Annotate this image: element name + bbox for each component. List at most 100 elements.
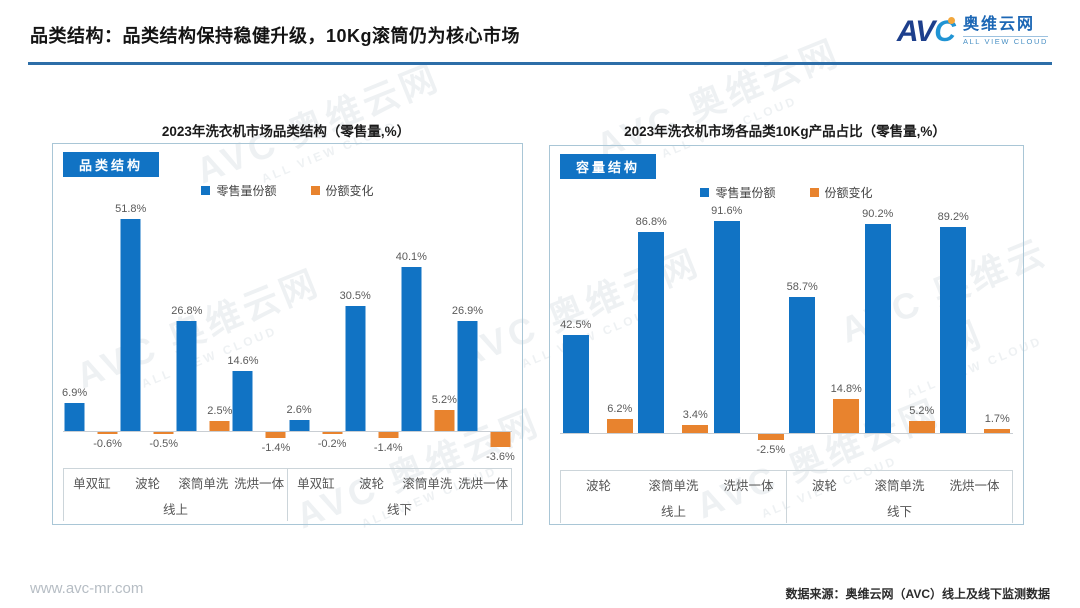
legend: 零售量份额 份额变化 bbox=[53, 182, 522, 199]
category-cell: 40.1% 5.2% bbox=[396, 219, 457, 431]
category-label: 滚筒单洗 bbox=[178, 476, 229, 491]
change-bar bbox=[434, 409, 455, 431]
category-cell: 90.2% 5.2% bbox=[862, 208, 938, 433]
avc-logo: AVC 奥维云网 ALL VIEW CLOUD bbox=[897, 16, 1048, 47]
share-bar bbox=[345, 306, 366, 431]
value-label: 89.2% bbox=[937, 210, 969, 223]
category-cell: 26.8% 2.5% bbox=[171, 219, 233, 431]
plot-area: 6.9% -0.6% 51.8% -0.5% 26.8% 2.5% 14.6% -1.4% 2.… bbox=[62, 203, 515, 463]
avc-logo-mark: AVC bbox=[896, 14, 956, 48]
category-cell: 2.6% -0.2% bbox=[287, 219, 347, 450]
share-bar bbox=[232, 371, 253, 431]
change-bar bbox=[97, 432, 118, 435]
change-bar bbox=[682, 425, 709, 433]
axis-group: 波轮 滚筒单洗 洗烘一体线下 bbox=[787, 471, 1013, 523]
value-label: 51.8% bbox=[115, 203, 147, 215]
category-label: 单双缸 bbox=[73, 476, 111, 491]
value-label: 91.6% bbox=[711, 205, 743, 217]
legend-item-retail-share: 零售量份额 bbox=[201, 182, 277, 199]
share-bar bbox=[638, 232, 665, 433]
value-label: -0.5% bbox=[149, 438, 179, 451]
share-bar bbox=[940, 226, 967, 433]
share-bar bbox=[457, 320, 478, 431]
value-label: 6.9% bbox=[62, 386, 88, 399]
value-label: -1.4% bbox=[261, 441, 291, 454]
category-label: 波轮 bbox=[811, 478, 837, 493]
change-bar bbox=[265, 432, 286, 438]
value-label: 86.8% bbox=[635, 216, 667, 229]
change-bar bbox=[908, 420, 935, 433]
category-cell: 86.8% 3.4% bbox=[636, 216, 712, 433]
share-bar bbox=[864, 224, 891, 433]
change-bar bbox=[984, 429, 1011, 433]
value-label: 26.9% bbox=[451, 304, 484, 317]
value-label: 6.2% bbox=[607, 402, 633, 415]
change-bar bbox=[322, 432, 343, 434]
channel-group-label: 线下 bbox=[386, 502, 412, 517]
share-bar bbox=[713, 221, 740, 433]
share-bar bbox=[120, 219, 141, 431]
value-label: -2.5% bbox=[756, 443, 786, 456]
category-label: 单双缸 bbox=[297, 476, 335, 491]
bar-group: 2.6% -0.2% 30.5% -1.4% 40.1% 5.2% 26.9% -3.6% bbox=[287, 219, 515, 463]
bar-group: 42.5% 6.2% 86.8% 3.4% 91.6% -2.5% bbox=[560, 205, 787, 456]
category-label: 滚筒单洗 bbox=[874, 478, 925, 493]
legend: 零售量份额 份额变化 bbox=[550, 184, 1023, 201]
chart-title-capacity-structure: 2023年洗衣机市场各品类10Kg产品占比（零售量,%） bbox=[624, 124, 946, 139]
axis-group: 单双缸 波轮 滚筒单洗 洗烘一体 线上 bbox=[64, 469, 288, 521]
category-cell: 14.6% -1.4% bbox=[227, 219, 290, 453]
change-bar bbox=[153, 432, 174, 435]
change-bar bbox=[490, 432, 511, 447]
axis-group: 波轮 滚筒单洗 洗烘一体 线上 bbox=[561, 471, 787, 523]
legend-item-retail-share: 零售量份额 bbox=[700, 184, 776, 201]
category-label: 滚筒单洗 bbox=[402, 476, 453, 491]
category-label: 洗烘一体 bbox=[723, 478, 774, 493]
value-label: -0.6% bbox=[93, 438, 122, 451]
category-axis: 波轮 滚筒单洗 洗烘一体线上 波轮 滚筒单洗 洗烘一体线下 bbox=[560, 470, 1013, 523]
change-bar bbox=[209, 420, 230, 431]
legend-swatch-blue-icon bbox=[700, 188, 710, 197]
category-cell: 91.6% -2.5% bbox=[711, 205, 787, 456]
share-bar bbox=[64, 402, 85, 431]
chart-panel-capacity-structure: 容量结构 零售量份额 份额变化 42.5% 6.2% 86.8% 3.4% 91.6% -… bbox=[549, 145, 1024, 525]
value-label: -0.2% bbox=[317, 438, 347, 450]
change-bar bbox=[378, 432, 399, 438]
axis-group: 单双缸 波轮 滚筒单洗 洗烘一体 线下 bbox=[288, 469, 512, 521]
logo-orange-dot-icon bbox=[947, 16, 955, 24]
category-cell: 26.9% -3.6% bbox=[452, 219, 515, 463]
category-label: 洗烘一体 bbox=[234, 476, 285, 491]
category-label: 洗烘一体 bbox=[949, 478, 1000, 493]
bar-group: 58.7% 14.8% 90.2% 5.2% 89.2% 1.7% bbox=[787, 208, 1014, 433]
footer-data-source: 数据来源：奥维云网（AVC）线上及线下监测数据 bbox=[785, 587, 1050, 601]
value-label: 5.2% bbox=[909, 404, 935, 417]
value-label: 5.2% bbox=[431, 393, 457, 406]
chart-panel-category-structure: 品类结构 零售量份额 份额变化 6.9% -0.6% 51.8% -0.5% 26.8%… bbox=[52, 143, 523, 525]
change-bar bbox=[833, 398, 860, 433]
value-label: 3.4% bbox=[682, 409, 708, 422]
value-label: 2.5% bbox=[207, 404, 233, 417]
logo-name-en: ALL VIEW CLOUD bbox=[962, 36, 1048, 47]
category-label: 波轮 bbox=[585, 478, 611, 493]
category-label: 波轮 bbox=[135, 476, 161, 491]
change-bar bbox=[606, 418, 633, 433]
value-label: 42.5% bbox=[560, 318, 592, 331]
channel-group-label: 线下 bbox=[886, 504, 912, 519]
value-label: 90.2% bbox=[862, 208, 894, 221]
legend-item-share-change: 份额变化 bbox=[809, 184, 873, 201]
share-bar bbox=[401, 266, 422, 431]
legend-swatch-orange-icon bbox=[809, 188, 819, 197]
bar-group: 6.9% -0.6% 51.8% -0.5% 26.8% 2.5% 14.6% -1.4% bbox=[62, 203, 290, 454]
category-cell: 30.5% -1.4% bbox=[340, 219, 403, 454]
legend-swatch-blue-icon bbox=[201, 186, 211, 195]
change-bar bbox=[757, 434, 784, 440]
value-label: -3.6% bbox=[486, 450, 515, 463]
chart-title-category-structure: 2023年洗衣机市场品类结构（零售量,%） bbox=[161, 124, 411, 139]
value-label: -1.4% bbox=[373, 441, 403, 454]
x-axis-baseline bbox=[560, 433, 1013, 434]
channel-group-label: 线上 bbox=[660, 504, 686, 519]
legend-item-share-change: 份额变化 bbox=[310, 182, 374, 199]
category-cell: 51.8% -0.5% bbox=[115, 203, 178, 450]
category-cell: 6.9% -0.6% bbox=[62, 219, 122, 451]
share-bar bbox=[562, 334, 589, 433]
value-label: 40.1% bbox=[395, 250, 427, 263]
